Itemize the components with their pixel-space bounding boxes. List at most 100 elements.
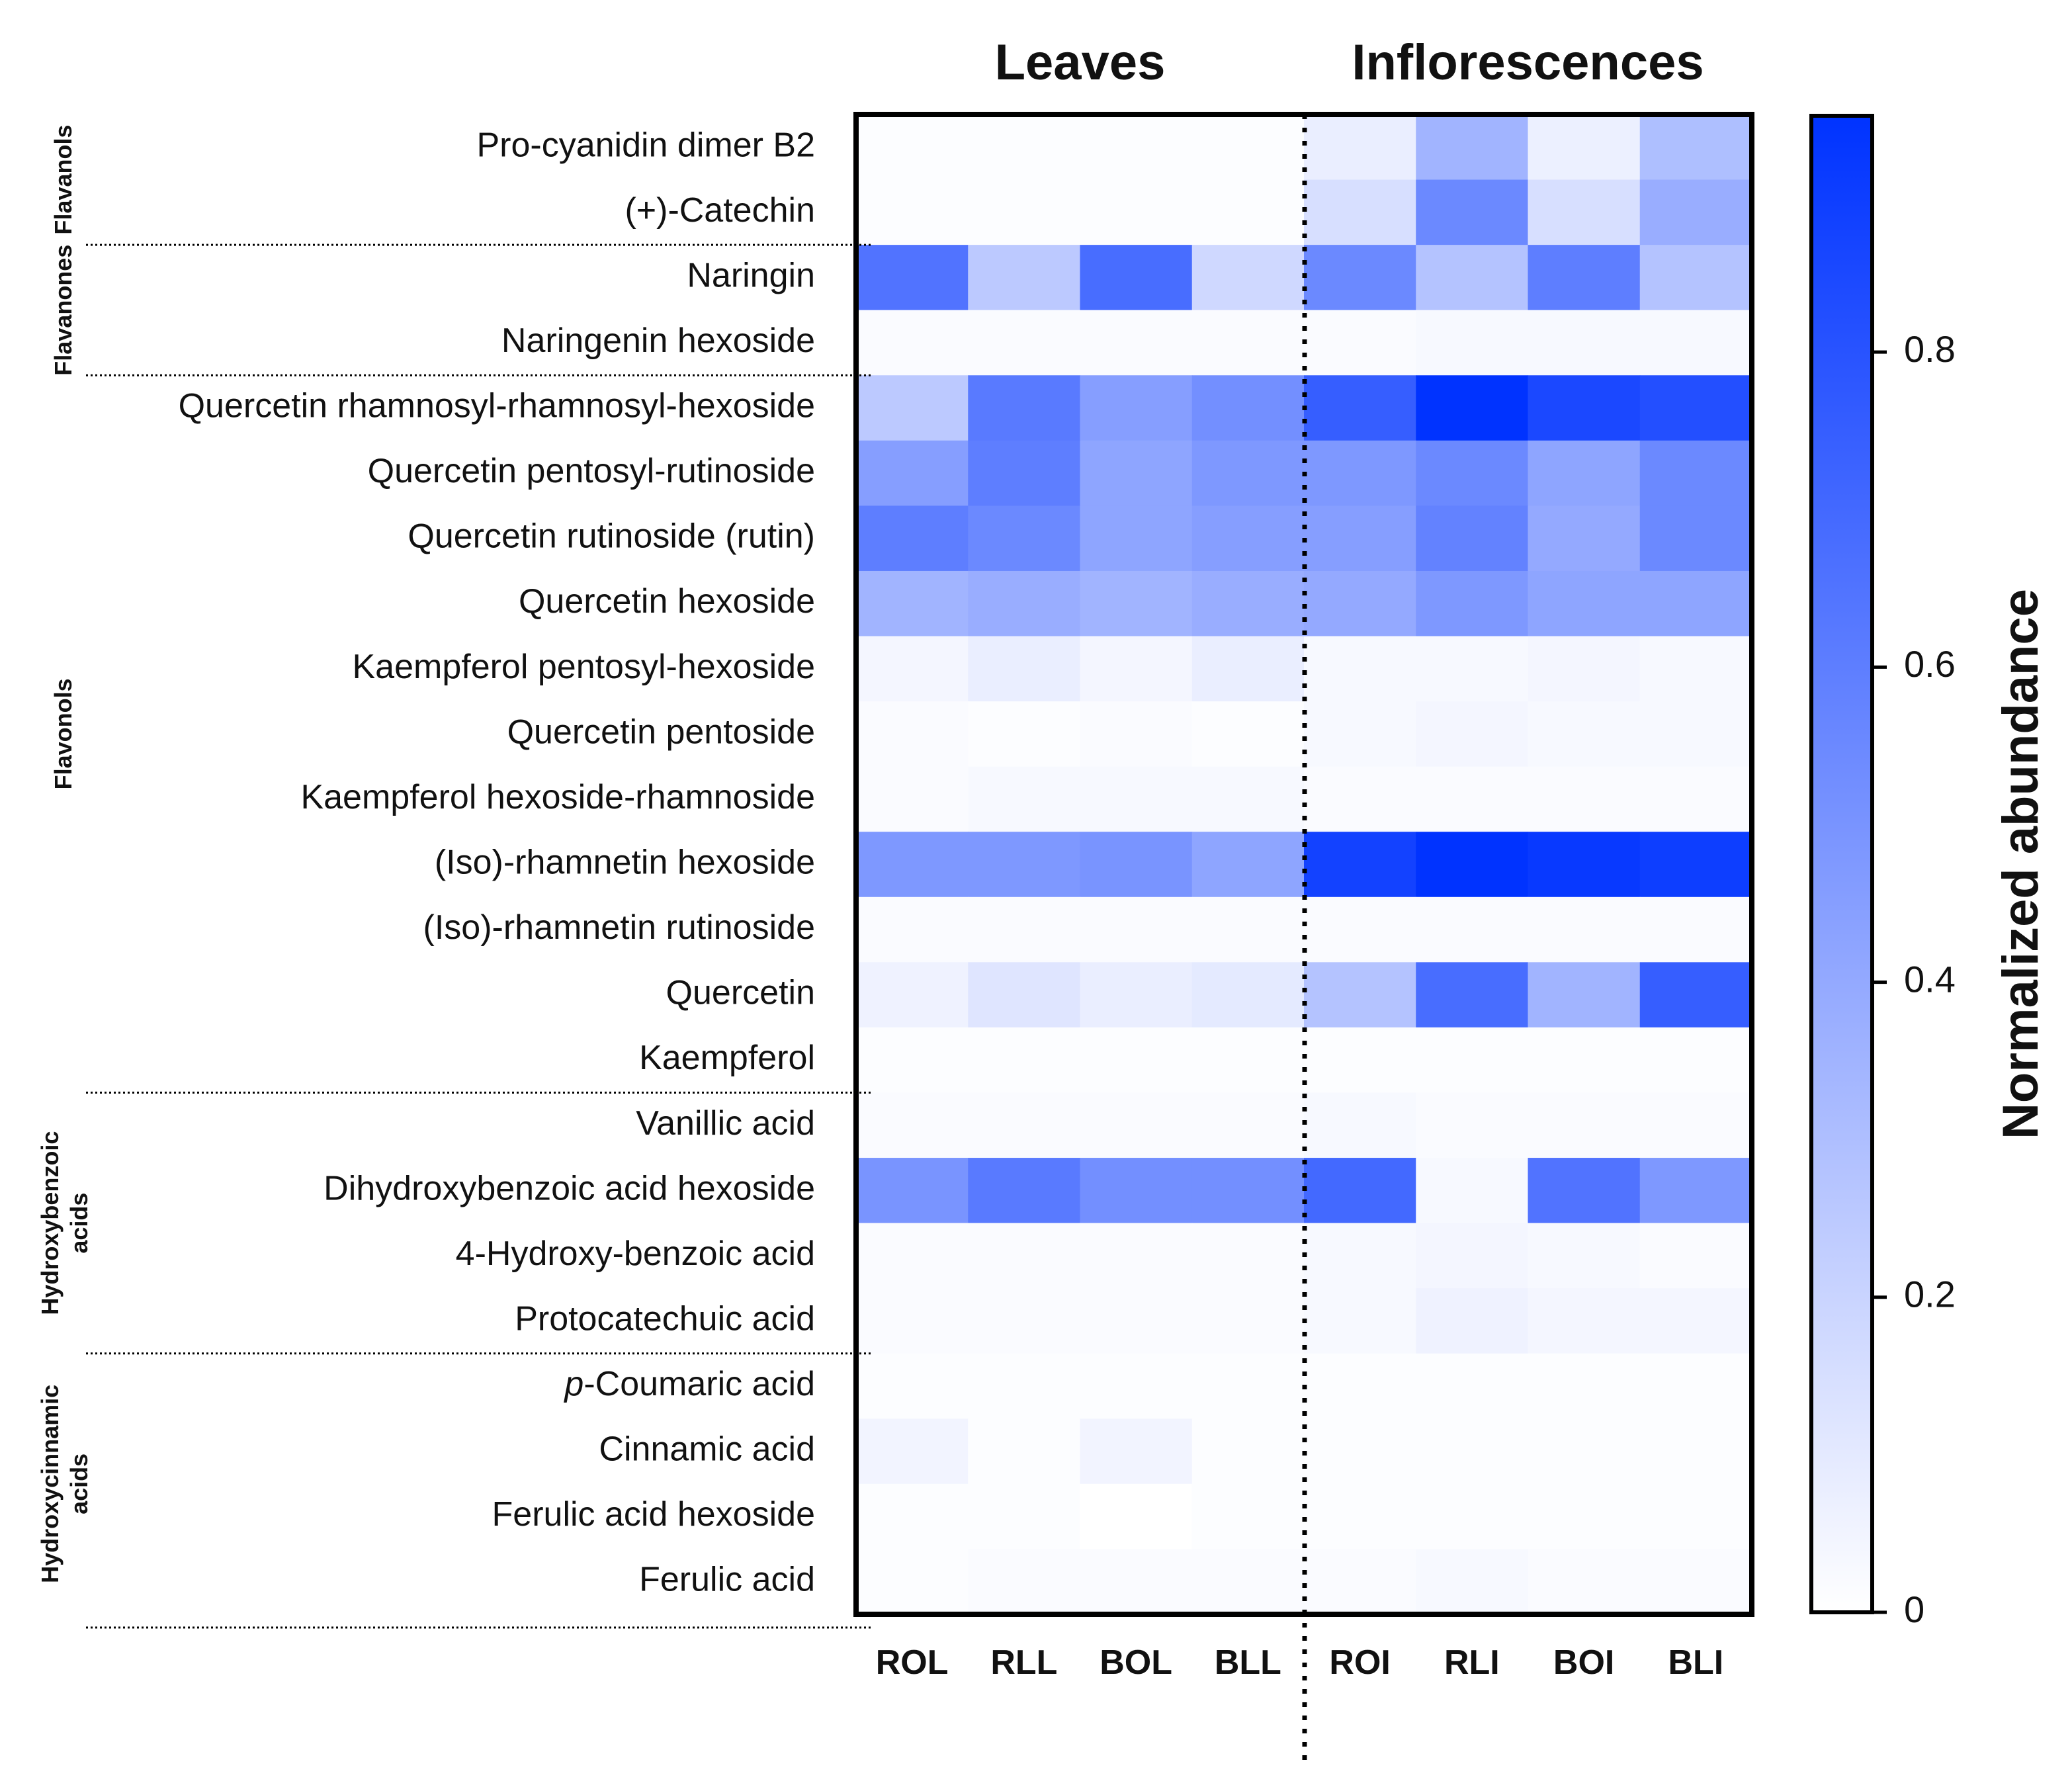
colorbar-title: Normalized abundance [1993, 589, 2049, 1139]
heatmap-cell-ROL-17 [856, 1158, 969, 1224]
heatmap-cell-RLI-21 [1416, 1418, 1529, 1485]
row-class-label: Flavonols [50, 678, 77, 789]
heatmap-cell-BOL-7 [1080, 505, 1193, 572]
heatmap-cell-ROL-18 [856, 1223, 969, 1289]
heatmap-cell-RLI-20 [1416, 1353, 1529, 1419]
heatmap-cell-RLL-8 [968, 570, 1081, 637]
heatmap-cell-RLL-21 [968, 1418, 1081, 1485]
heatmap-cell-RLI-17 [1416, 1158, 1529, 1224]
heatmap-cell-BOI-13 [1528, 896, 1641, 963]
heatmap-cell-BOI-20 [1528, 1353, 1641, 1419]
row-label: Ferulic acid hexoside [492, 1495, 815, 1534]
heatmap-cell-RLI-6 [1416, 440, 1529, 506]
heatmap-cell-BOI-11 [1528, 766, 1641, 832]
row-label-text: Ferulic acid hexoside [492, 1495, 815, 1534]
heatmap-cell-BLL-22 [1191, 1483, 1305, 1550]
heatmap-cell-ROI-18 [1304, 1223, 1416, 1289]
heatmap-cell-ROI-23 [1304, 1549, 1416, 1615]
heatmap-cell-BLL-16 [1191, 1092, 1305, 1158]
row-label: Vanillic acid [636, 1104, 815, 1142]
row-label: Kaempferol hexoside-rhamnoside [300, 778, 815, 816]
colorbar-tick-label: 0.4 [1904, 958, 1956, 1000]
heatmap-cell-ROI-19 [1304, 1288, 1416, 1354]
heatmap-cell-BOL-20 [1080, 1353, 1193, 1419]
heatmap-cell-ROL-8 [856, 570, 969, 637]
heatmap-cell-RLI-13 [1416, 896, 1529, 963]
heatmap-cell-BOL-10 [1080, 701, 1193, 767]
column-label-RLL: RLL [990, 1643, 1057, 1682]
heatmap-cell-BOI-2 [1528, 179, 1641, 245]
heatmap-cell-RLI-1 [1416, 114, 1529, 181]
row-class-label: Flavanols [50, 125, 77, 235]
heatmap-cell-BOI-14 [1528, 962, 1641, 1028]
heatmap-cell-ROL-3 [856, 245, 969, 311]
heatmap-cell-RLI-15 [1416, 1027, 1529, 1094]
heatmap-cell-BLI-12 [1639, 832, 1752, 898]
heatmap-cell-BOI-7 [1528, 505, 1641, 572]
row-label: (Iso)-rhamnetin hexoside [435, 843, 815, 881]
colorbar-tick-label: 0.8 [1904, 328, 1956, 370]
column-label-RLI: RLI [1444, 1643, 1500, 1682]
row-label-text: (+)-Catechin [625, 191, 815, 230]
heatmap-cell-BLI-18 [1639, 1223, 1752, 1289]
heatmap-cell-ROL-2 [856, 179, 969, 245]
row-label: Protocatechuic acid [515, 1299, 815, 1338]
heatmap-cell-ROI-6 [1304, 440, 1416, 506]
heatmap-cell-BLL-21 [1191, 1418, 1305, 1485]
heatmap-cell-RLL-23 [968, 1549, 1081, 1615]
heatmap-cell-BLL-10 [1191, 701, 1305, 767]
row-class-label: Hydroxycinnamicacids [36, 1385, 93, 1583]
heatmap-cell-ROI-11 [1304, 766, 1416, 832]
heatmap-cell-ROI-7 [1304, 505, 1416, 572]
column-group-titles: Leaves Inflorescences [995, 34, 1704, 91]
heatmap-cell-ROI-4 [1304, 310, 1416, 376]
heatmap-cell-RLL-14 [968, 962, 1081, 1028]
row-label: 4-Hydroxy-benzoic acid [456, 1235, 815, 1273]
heatmap-cell-BLI-10 [1639, 701, 1752, 767]
heatmap-cell-ROI-1 [1304, 114, 1416, 181]
row-label: Cinnamic acid [599, 1430, 815, 1468]
heatmap-cell-BLI-7 [1639, 505, 1752, 572]
row-label-text: Naringin [687, 256, 815, 294]
row-class-label: Flavanones [50, 245, 77, 376]
row-label-text: Protocatechuic acid [515, 1299, 815, 1338]
row-class-separators [86, 243, 873, 1629]
heatmap-cell-ROL-10 [856, 701, 969, 767]
row-label: (+)-Catechin [625, 191, 815, 230]
row-label: (Iso)-rhamnetin rutinoside [423, 908, 815, 947]
heatmap-cell-BOL-2 [1080, 179, 1193, 245]
heatmap-cell-RLI-2 [1416, 179, 1529, 245]
colorbar-tick-label: 0 [1904, 1588, 1924, 1630]
heatmap-cell-RLL-13 [968, 896, 1081, 963]
heatmap-cell-BOL-13 [1080, 896, 1193, 963]
heatmap-cell-RLL-18 [968, 1223, 1081, 1289]
heatmap-cell-RLI-5 [1416, 375, 1529, 441]
heatmap-cell-RLI-10 [1416, 701, 1529, 767]
heatmap-cell-BLI-17 [1639, 1158, 1752, 1224]
column-labels: ROL RLL BOL BLL ROI RLI BOI BLI [876, 1643, 1724, 1682]
column-group-title: Leaves [995, 34, 1166, 91]
column-label-BLI: BLI [1668, 1643, 1723, 1682]
heatmap-cell-RLL-5 [968, 375, 1081, 441]
heatmap-cell-BOI-17 [1528, 1158, 1641, 1224]
heatmap-cell-BOL-23 [1080, 1549, 1193, 1615]
heatmap-cell-BLI-20 [1639, 1353, 1752, 1419]
row-label-text: Kaempferol pentosyl-hexoside [352, 648, 815, 686]
heatmap-cell-RLL-12 [968, 832, 1081, 898]
heatmap-cell-ROL-15 [856, 1027, 969, 1094]
heatmap-cell-BLL-14 [1191, 962, 1305, 1028]
heatmap-cell-BLI-19 [1639, 1288, 1752, 1354]
heatmap-cell-ROI-16 [1304, 1092, 1416, 1158]
heatmap-cell-BLL-3 [1191, 245, 1305, 311]
row-label: Quercetin [666, 973, 815, 1012]
row-label-text: Quercetin rutinoside (rutin) [408, 517, 815, 555]
heatmap-cell-BOI-22 [1528, 1483, 1641, 1550]
heatmap-cell-BOI-19 [1528, 1288, 1641, 1354]
row-label: Kaempferol [639, 1039, 815, 1077]
heatmap-cell-BOI-1 [1528, 114, 1641, 181]
row-label-text: Ferulic acid [639, 1560, 815, 1598]
heatmap-cell-ROL-9 [856, 636, 969, 702]
row-class-label-line: acids [65, 1454, 93, 1514]
heatmap-cell-RLI-22 [1416, 1483, 1529, 1550]
heatmap-cell-RLL-1 [968, 114, 1081, 181]
